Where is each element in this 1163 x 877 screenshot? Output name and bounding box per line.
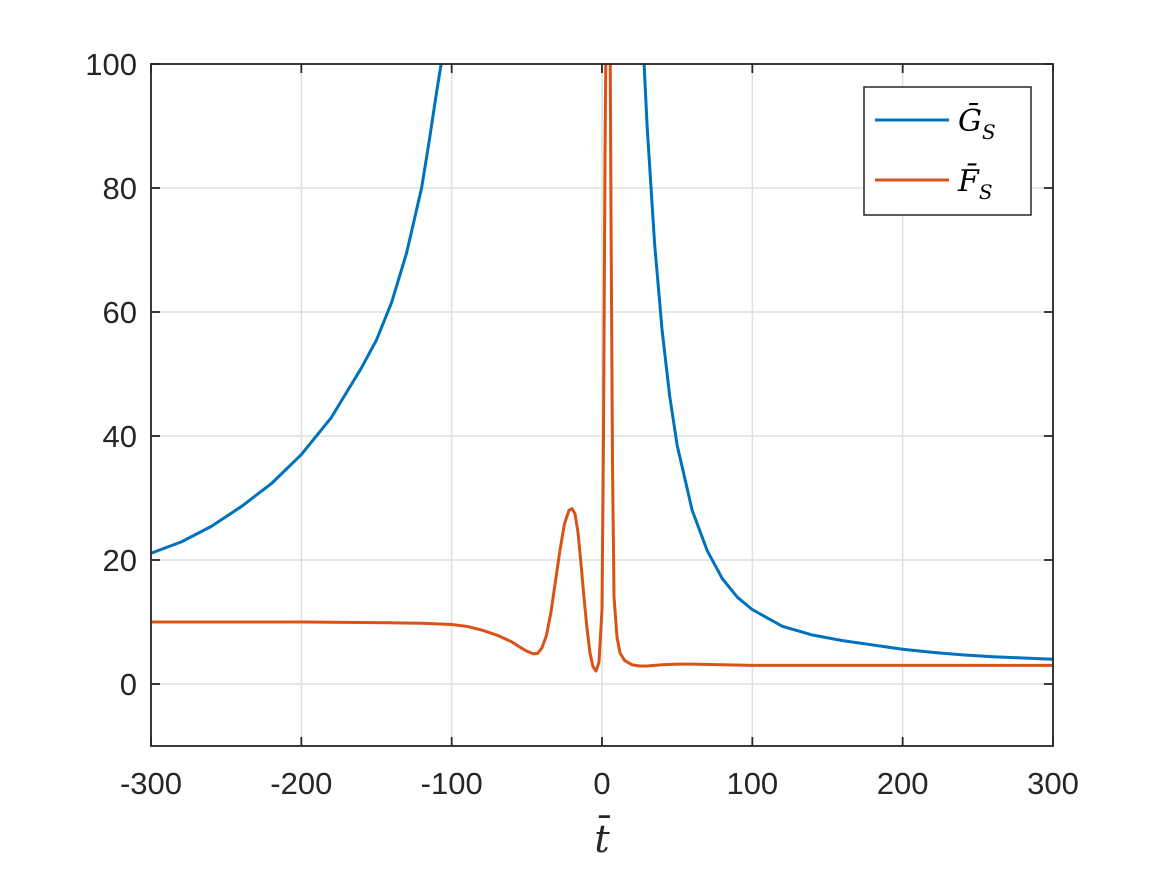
legend-label-subscript: S: [979, 180, 993, 204]
y-tick-label: 60: [103, 295, 137, 330]
y-tick-label: 100: [85, 47, 137, 82]
y-tick-label: 20: [103, 543, 137, 578]
series-layer: [151, 64, 1053, 673]
y-tick-label: 0: [120, 667, 137, 702]
y-tick-label: 80: [103, 171, 137, 206]
tick-labels: -300 -200 -100 0 100 200 300 0 20 40 60 80 100: [85, 47, 1079, 801]
series-line-f: [151, 64, 608, 673]
legend-label: F̄S: [957, 163, 993, 204]
series-line-f: [608, 64, 1053, 668]
x-tick-label: -200: [270, 766, 332, 801]
x-tick-label: 100: [726, 766, 778, 801]
x-tick-label: -300: [120, 766, 182, 801]
legend-label-subscript: S: [982, 120, 996, 144]
legend: ḠSF̄S: [863, 86, 1032, 216]
series-line-g: [151, 64, 443, 555]
x-tick-label: 300: [1027, 766, 1079, 801]
x-tick-label: -100: [421, 766, 483, 801]
y-tick-label: 40: [103, 419, 137, 454]
legend-box: [863, 86, 1032, 216]
x-axis-label: t̄: [594, 816, 611, 861]
x-tick-label: 200: [877, 766, 929, 801]
axes: [150, 63, 1054, 747]
series-line-g: [642, 64, 1053, 661]
x-tick-label: 0: [593, 766, 610, 801]
